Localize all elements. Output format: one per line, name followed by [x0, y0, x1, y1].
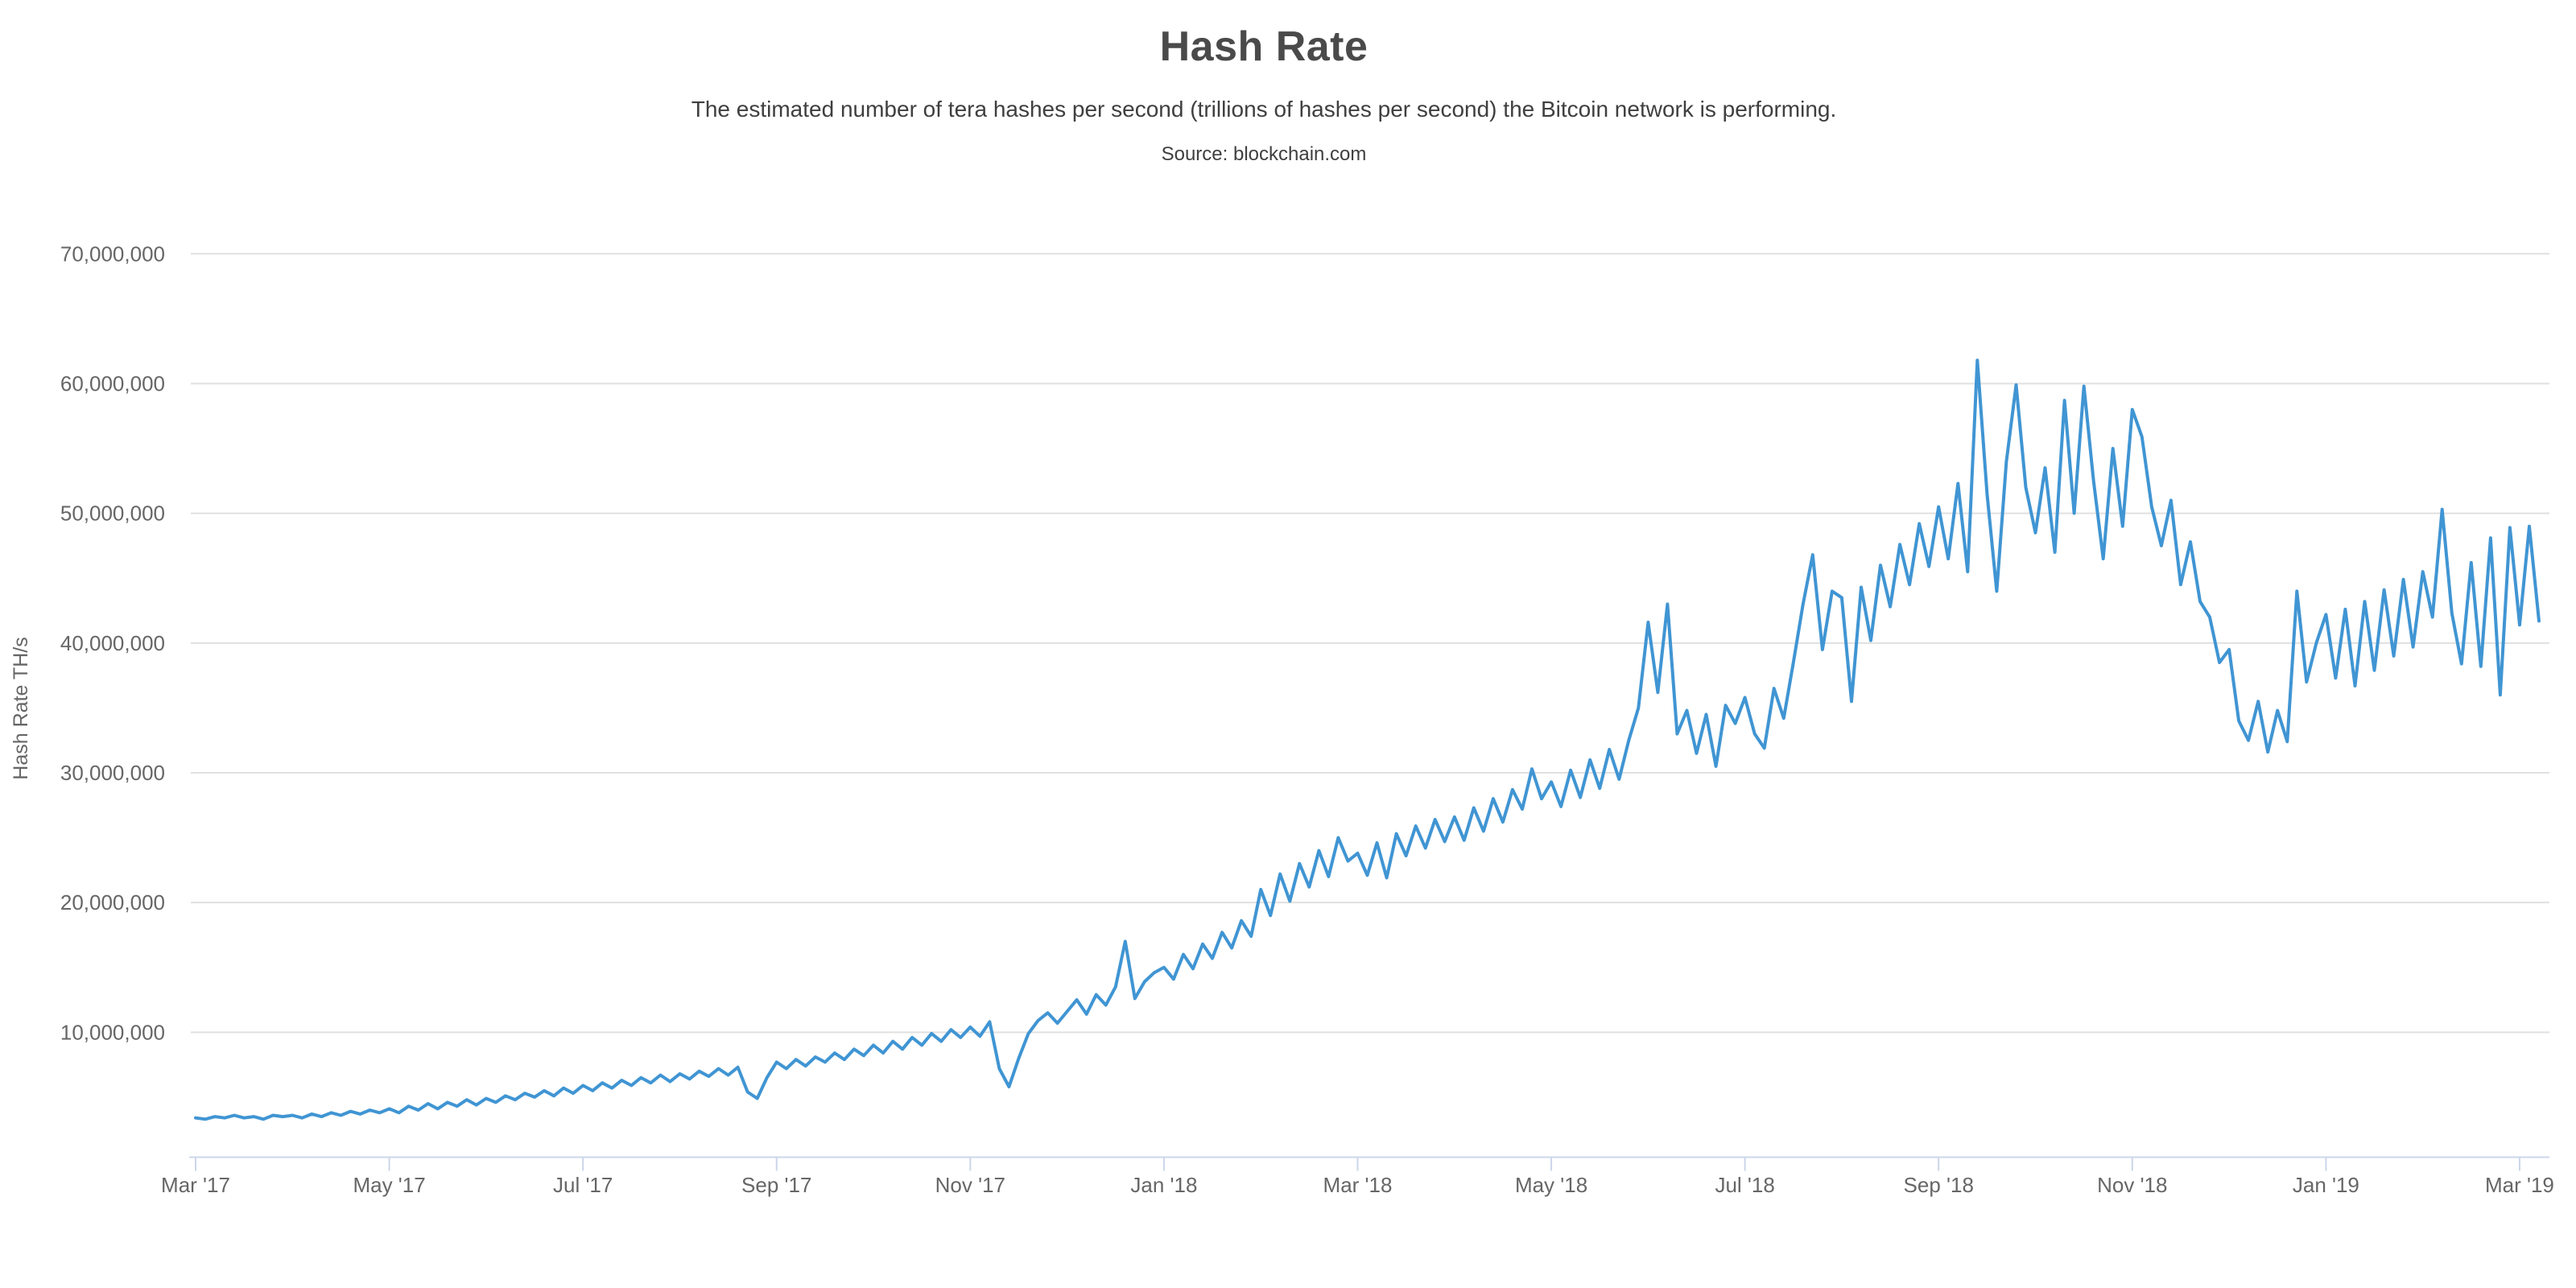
x-axis-label: Sep '17 [741, 1173, 811, 1197]
x-axis-label: Nov '18 [2097, 1173, 2167, 1197]
x-axis-label: Jan '19 [2293, 1173, 2359, 1197]
x-axis-label: Mar '18 [1323, 1173, 1393, 1197]
y-axis-label: 20,000,000 [60, 890, 165, 914]
y-axis-label: 30,000,000 [60, 761, 165, 785]
x-axis-label: May '18 [1515, 1173, 1587, 1197]
x-axis-label: Jul '18 [1715, 1173, 1774, 1197]
x-axis-label: Nov '17 [935, 1173, 1005, 1197]
axis-layer: 10,000,000 20,000,000 30,000,000 40,000,000… [60, 242, 2554, 1197]
x-axis-label: Jul '17 [553, 1173, 613, 1197]
y-axis-label: 10,000,000 [60, 1020, 165, 1044]
grid-layer [191, 253, 2549, 1034]
y-axis-label: 40,000,000 [60, 631, 165, 655]
x-axis-label: Jan '18 [1130, 1173, 1197, 1197]
y-axis-label: 50,000,000 [60, 502, 165, 526]
x-axis-label: Sep '18 [1904, 1173, 1974, 1197]
y-axis-title: Hash Rate TH/s [10, 637, 32, 779]
hash-rate-line[interactable] [194, 358, 2541, 1121]
series-layer [194, 358, 2541, 1121]
x-axis-label: Mar '19 [2485, 1173, 2554, 1197]
x-axis-label: Mar '17 [161, 1173, 230, 1197]
y-axis-label: 60,000,000 [60, 371, 165, 395]
y-axis-label: 70,000,000 [60, 242, 165, 266]
x-axis-label: May '17 [353, 1173, 425, 1197]
